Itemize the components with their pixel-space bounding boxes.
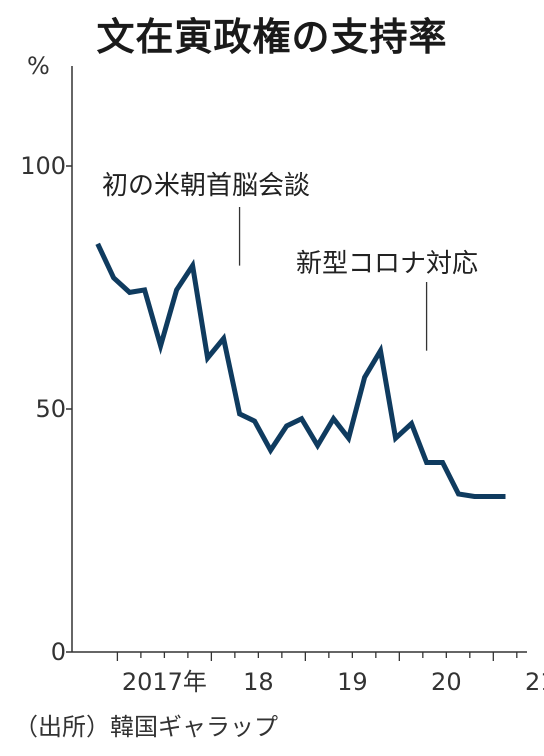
chart-title: 文在寅政権の支持率 xyxy=(96,15,448,59)
y-tick-label: 100 xyxy=(20,152,66,180)
series-line xyxy=(95,242,506,499)
x-tick-label: 18 xyxy=(243,668,274,696)
x-tick-label: 2017年 xyxy=(122,668,207,696)
y-tick-label: 50 xyxy=(35,395,66,423)
x-tick-label: 20 xyxy=(431,668,462,696)
annotation-label: 新型コロナ対応 xyxy=(296,249,478,279)
y-axis-unit: % xyxy=(27,52,50,80)
y-tick-label: 0 xyxy=(51,638,66,666)
source-note: （出所）韓国ギャラップ xyxy=(14,713,278,741)
x-tick-label: 21 xyxy=(525,668,544,696)
x-tick-label: 19 xyxy=(337,668,368,696)
annotation-label: 初の米朝首脳会談 xyxy=(102,171,310,201)
